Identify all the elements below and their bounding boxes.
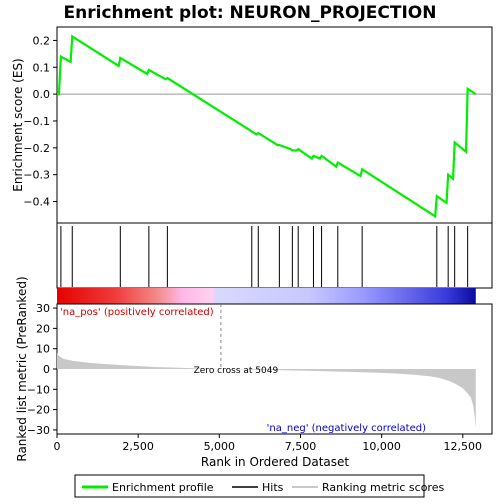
metric-y-tick-label: −10 <box>27 383 50 396</box>
metric-y-axis-label: Ranked list metric (PreRanked) <box>15 276 29 461</box>
metric-y-ticks: 30 20 10 0 −10 −20 −30 <box>27 302 57 437</box>
zero-cross-label: Zero cross at 5049 <box>194 366 279 376</box>
positive-correlation-label: 'na_pos' (positively correlated) <box>60 307 214 318</box>
es-panel: 0.2 0.1 0.0 −0.1 −0.2 −0.3 −0.4 Enrichment sco… <box>11 26 493 224</box>
x-tick-label: 12,500 <box>444 440 483 453</box>
es-y-tick-label: 0.2 <box>33 34 51 47</box>
x-axis-label: Rank in Ordered Dataset <box>201 455 349 469</box>
metric-y-tick-label: 30 <box>36 302 50 315</box>
metric-y-tick-label: −30 <box>27 424 50 437</box>
metric-panel: Zero cross at 5049 'na_pos' (positively … <box>15 276 493 469</box>
chart-title: Enrichment plot: NEURON_PROJECTION <box>64 3 437 23</box>
correlation-color-bar <box>57 288 476 304</box>
metric-y-tick-label: 10 <box>36 343 50 356</box>
es-y-tick-label: −0.4 <box>23 196 50 209</box>
x-tick-label: 7,500 <box>285 440 317 453</box>
metric-y-tick-label: 20 <box>36 322 50 335</box>
legend-box <box>74 474 425 498</box>
hits-panel <box>56 222 493 289</box>
metric-x-ticks: 0 2,500 5,000 7,500 10,000 12,500 <box>54 434 483 453</box>
hit-lines <box>60 226 469 287</box>
color-bar-strip <box>57 288 476 304</box>
es-y-tick-label: 0.0 <box>33 88 51 101</box>
enrichment-profile-line <box>57 34 477 219</box>
es-y-axis-label: Enrichment score (ES) <box>11 58 25 191</box>
metric-y-tick-label: 0 <box>43 363 50 376</box>
es-y-ticks: 0.2 0.1 0.0 −0.1 −0.2 −0.3 −0.4 <box>23 34 57 209</box>
es-y-tick-label: −0.1 <box>23 115 50 128</box>
ranking-metric-area <box>57 352 476 428</box>
es-y-tick-label: −0.3 <box>23 169 50 182</box>
x-tick-label: 10,000 <box>362 440 401 453</box>
x-tick-label: 2,500 <box>122 440 154 453</box>
x-tick-label: 5,000 <box>204 440 236 453</box>
es-y-tick-label: 0.1 <box>33 61 51 74</box>
legend-profile-label: Enrichment profile <box>112 481 214 494</box>
es-y-tick-label: −0.2 <box>23 142 50 155</box>
negative-correlation-label: 'na_neg' (negatively correlated) <box>267 423 426 434</box>
x-tick-label: 0 <box>54 440 61 453</box>
legend: Enrichment profile Hits Ranking metric s… <box>74 474 444 498</box>
legend-metric-label: Ranking metric scores <box>322 481 444 494</box>
es-panel-frame <box>56 26 493 224</box>
metric-y-tick-label: −20 <box>27 404 50 417</box>
legend-hits-label: Hits <box>262 481 284 494</box>
hits-panel-frame <box>56 222 493 289</box>
